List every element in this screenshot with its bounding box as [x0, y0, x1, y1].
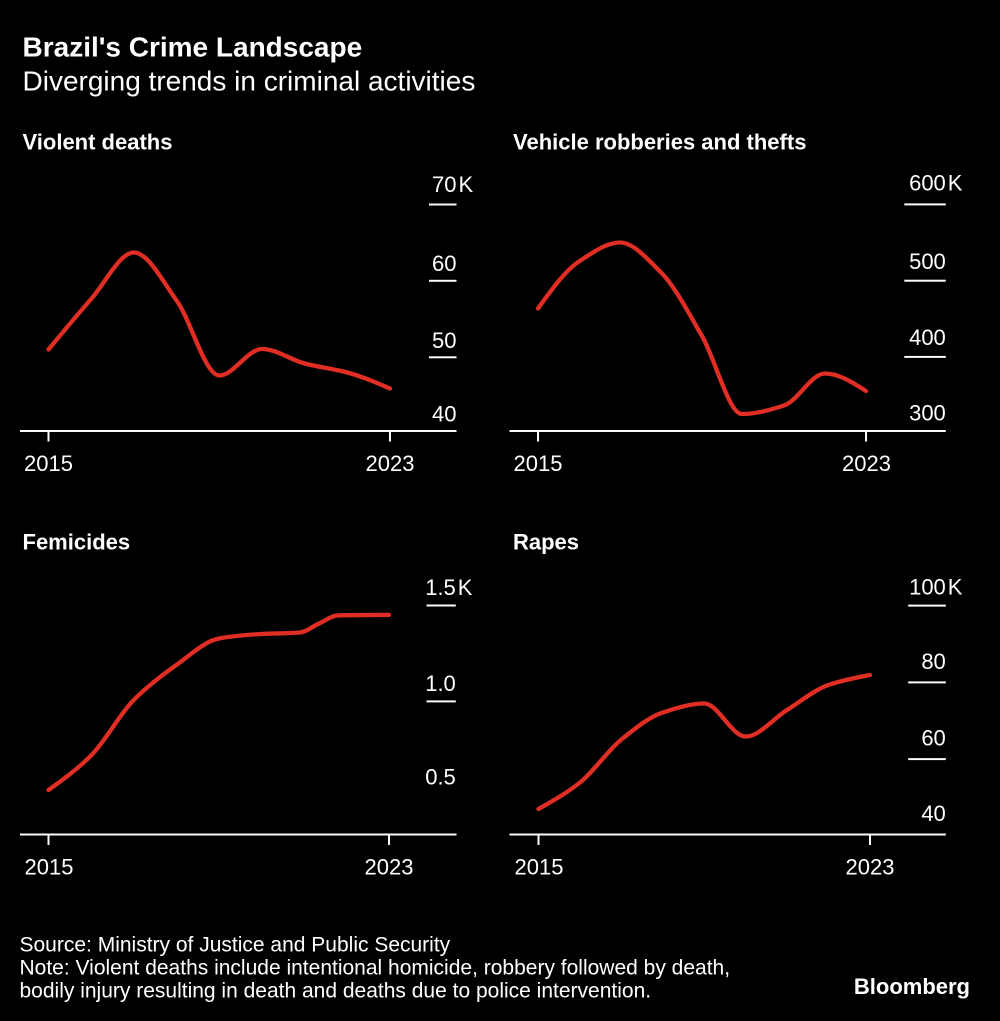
svg-text:1.0: 1.0 — [425, 671, 456, 696]
svg-text:Rapes: Rapes — [513, 530, 579, 555]
svg-text:40: 40 — [921, 801, 945, 826]
svg-text:80: 80 — [921, 649, 945, 674]
svg-text:Femicides: Femicides — [23, 530, 131, 555]
svg-text:2023: 2023 — [846, 855, 895, 880]
svg-text:50: 50 — [432, 328, 456, 353]
svg-text:2023: 2023 — [365, 855, 414, 880]
svg-text:60: 60 — [921, 726, 945, 751]
svg-text:500: 500 — [909, 249, 946, 274]
svg-text:K: K — [948, 171, 963, 196]
svg-text:Source: Ministry of Justice an: Source: Ministry of Justice and Public S… — [20, 934, 451, 957]
svg-text:0.5: 0.5 — [425, 765, 456, 790]
svg-text:300: 300 — [909, 401, 946, 426]
svg-text:Bloomberg: Bloomberg — [854, 974, 970, 999]
svg-text:2023: 2023 — [366, 451, 415, 476]
svg-text:70: 70 — [432, 172, 456, 197]
svg-text:2023: 2023 — [842, 451, 891, 476]
svg-text:Vehicle robberies and thefts: Vehicle robberies and thefts — [513, 130, 806, 155]
svg-text:Violent deaths: Violent deaths — [23, 130, 173, 155]
svg-text:600: 600 — [909, 171, 946, 196]
svg-text:bodily injury resulting in dea: bodily injury resulting in death and dea… — [20, 980, 652, 1003]
svg-text:2015: 2015 — [25, 855, 74, 880]
svg-text:100: 100 — [909, 575, 946, 600]
svg-text:60: 60 — [432, 251, 456, 276]
svg-text:Diverging trends in criminal a: Diverging trends in criminal activities — [23, 66, 476, 97]
svg-text:1.5: 1.5 — [425, 575, 456, 600]
svg-text:2015: 2015 — [515, 855, 564, 880]
svg-text:400: 400 — [909, 325, 946, 350]
svg-text:Brazil's Crime Landscape: Brazil's Crime Landscape — [23, 32, 363, 63]
svg-text:K: K — [948, 575, 963, 600]
svg-text:Note: Violent deaths include i: Note: Violent deaths include intentional… — [20, 957, 731, 980]
svg-text:K: K — [458, 575, 473, 600]
svg-text:K: K — [459, 172, 474, 197]
svg-text:2015: 2015 — [24, 451, 73, 476]
svg-text:40: 40 — [432, 402, 456, 427]
svg-text:2015: 2015 — [514, 451, 563, 476]
